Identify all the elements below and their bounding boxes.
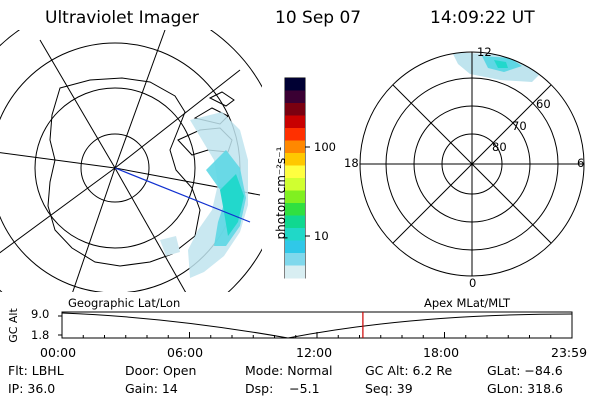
colorbar-tick-100: 100 (314, 140, 336, 154)
lat-label-80: 80 (492, 140, 507, 154)
x-tick-0600: 06:00 (167, 345, 204, 360)
lat-label-70: 70 (512, 119, 527, 133)
date-label: 10 Sep 07 (275, 8, 362, 28)
glon-info: GLon: 318.6 (487, 381, 563, 396)
geographic-map (0, 30, 262, 292)
mlt-label-18: 18 (344, 156, 359, 170)
polar-plot (359, 51, 585, 277)
x-tick-1200: 12:00 (296, 345, 333, 360)
colorbar-band (285, 228, 305, 241)
gain-info: Gain: 14 (125, 381, 178, 396)
colorbar-band (285, 153, 305, 166)
y-tick-9: 9.0 (31, 307, 50, 321)
door-info: Door: Open (125, 363, 197, 378)
mode-info: Mode: Normal (245, 363, 333, 378)
colorbar-band (285, 90, 305, 104)
glat-info: GLat: −84.6 (487, 363, 563, 378)
altitude-timeline (58, 311, 573, 339)
timeline-title-right: Apex MLat/MLT (424, 296, 511, 310)
mlt-label-0: 0 (469, 276, 477, 290)
ip-info: IP: 36.0 (8, 381, 56, 396)
colorbar-band (285, 203, 305, 216)
colorbar-band (285, 103, 305, 116)
x-tick-1800: 18:00 (423, 345, 460, 360)
color-scale-bar (284, 77, 310, 279)
filter-info: Flt: LBHL (8, 363, 64, 378)
y-tick-1-8: 1.8 (31, 328, 50, 342)
colorbar-band (285, 78, 305, 91)
gc-alt-info: GC Alt: 6.2 Re (365, 363, 453, 378)
aurora-emission (160, 112, 248, 278)
colorbar-band (285, 240, 305, 254)
timeline-title-left: Geographic Lat/Lon (68, 296, 181, 310)
colorbar-unit-label: photon cm⁻²s⁻¹ (274, 146, 288, 240)
colorbar-band (285, 190, 305, 204)
colorbar-band (285, 215, 305, 229)
colorbar-band (285, 265, 305, 279)
x-tick-2359: 23:59 (551, 345, 588, 360)
instrument-title: Ultraviolet Imager (45, 8, 199, 28)
mlt-label-12: 12 (477, 45, 492, 59)
colorbar-band (285, 140, 305, 154)
colorbar-band (285, 165, 305, 179)
colorbar-band (285, 253, 305, 266)
x-tick-0000: 00:00 (40, 345, 77, 360)
colorbar-band (285, 128, 305, 141)
dsp-info: Dsp: −5.1 (245, 381, 320, 396)
time-label: 14:09:22 UT (430, 8, 535, 28)
colorbar-band (285, 115, 305, 129)
mlt-label-6: 6 (577, 156, 585, 170)
colorbar-tick-10: 10 (314, 229, 329, 243)
colorbar-band (285, 178, 305, 191)
seq-info: Seq: 39 (365, 381, 413, 396)
y-axis-label: GC Alt (6, 308, 20, 343)
lat-label-60: 60 (536, 97, 551, 111)
